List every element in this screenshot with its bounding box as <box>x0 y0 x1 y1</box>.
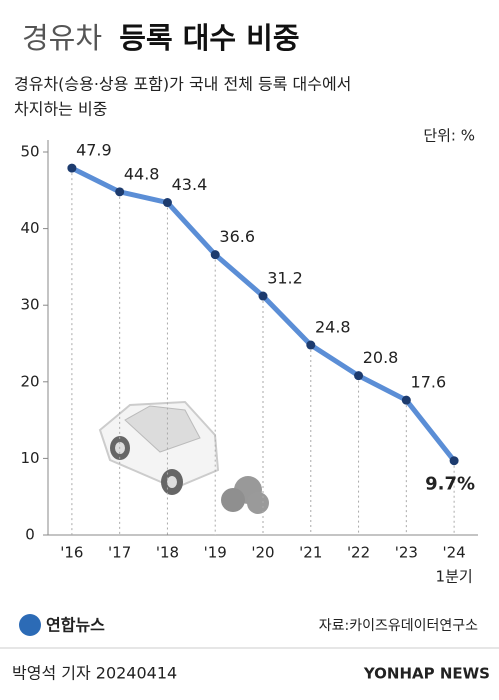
value-label: 9.7% <box>425 474 475 495</box>
x-tick-label: '16 <box>60 544 83 562</box>
source: 자료:카이즈유데이터연구소 <box>319 618 478 634</box>
marker <box>401 395 411 405</box>
marker <box>115 187 125 197</box>
watermark: YONHAP NEWS <box>363 665 490 683</box>
title-light: 경유차 <box>22 21 102 55</box>
value-label: 44.8 <box>124 164 160 183</box>
value-label: 43.4 <box>172 175 208 194</box>
y-tick-label: 30 <box>20 296 39 314</box>
chart-title: 경유차 등록 대수 비중 <box>22 21 300 55</box>
x-tick-label: '18 <box>156 544 179 562</box>
title-bold: 등록 대수 비중 <box>119 21 299 55</box>
x-tick-label: '20 <box>251 544 274 562</box>
y-tick-label: 50 <box>20 143 39 161</box>
subtitle: 차지하는 비중 <box>14 100 107 119</box>
value-label: 24.8 <box>315 318 351 337</box>
value-label: 17.6 <box>411 373 447 392</box>
marker <box>258 291 268 301</box>
marker <box>354 371 364 381</box>
x-tick-label: '24 <box>443 544 466 562</box>
credit: 박영석 기자 20240414 <box>12 664 177 683</box>
x-tick-label: '21 <box>299 544 322 562</box>
x-tick-note: 1분기 <box>436 568 473 586</box>
logo: 연합뉴스 <box>46 616 105 635</box>
value-label: 20.8 <box>363 348 399 367</box>
x-tick-label: '23 <box>395 544 418 562</box>
subtitle: 경유차(승용·상용 포함)가 국내 전체 등록 대수에서 <box>14 75 351 94</box>
y-tick-label: 0 <box>25 526 35 544</box>
x-tick-label: '17 <box>108 544 131 562</box>
y-tick-label: 20 <box>20 372 39 390</box>
logo-icon <box>19 614 41 636</box>
x-tick-label: '19 <box>204 544 227 562</box>
value-label: 47.9 <box>76 141 112 160</box>
value-label: 31.2 <box>267 269 303 288</box>
y-tick-label: 10 <box>20 449 39 467</box>
marker <box>210 250 220 260</box>
y-tick-label: 40 <box>20 219 39 237</box>
car-illustration <box>98 400 269 514</box>
marker <box>449 456 459 466</box>
marker <box>306 340 316 350</box>
unit: 단위: % <box>423 127 475 145</box>
x-tick-label: '22 <box>347 544 370 562</box>
value-label: 36.6 <box>219 227 255 246</box>
marker <box>67 163 77 173</box>
marker <box>162 198 172 208</box>
